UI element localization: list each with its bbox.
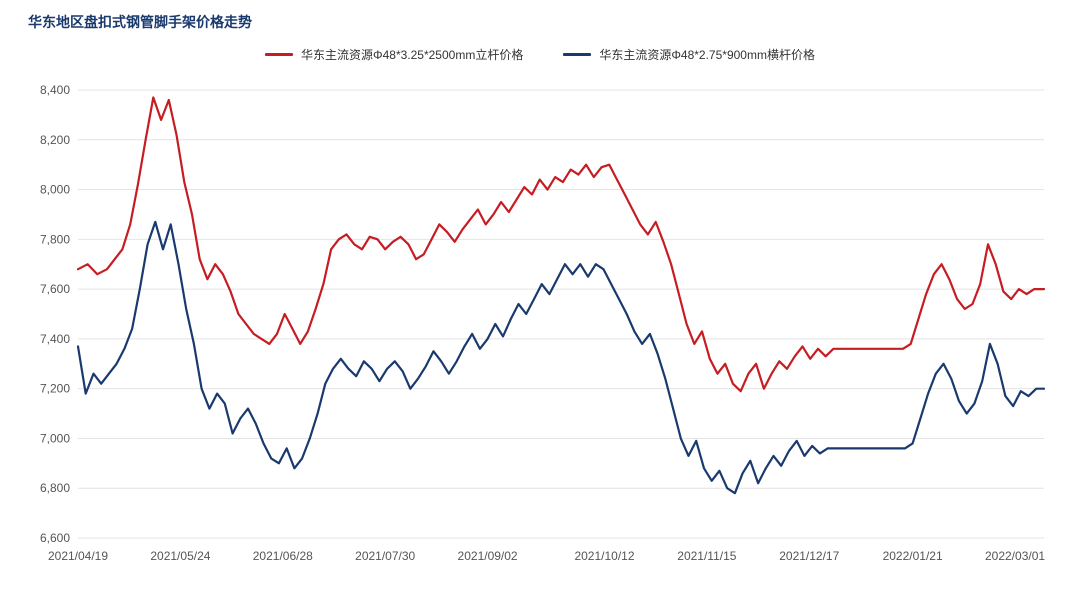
y-tick-label: 6,600	[40, 531, 70, 545]
y-tick-label: 7,200	[40, 382, 70, 396]
y-tick-label: 8,400	[40, 83, 70, 97]
legend-swatch-series2	[563, 53, 591, 56]
y-tick-label: 8,200	[40, 133, 70, 147]
x-tick-label: 2021/07/30	[355, 549, 415, 563]
chart-svg: 6,600 6,800 7,000 7,200 7,400 7,600 7,800 8,000…	[20, 80, 1060, 580]
y-tick-label: 7,600	[40, 282, 70, 296]
x-tick-label: 2022/01/21	[883, 549, 943, 563]
x-tick-label: 2021/06/28	[253, 549, 313, 563]
x-tick-label: 2021/04/19	[48, 549, 108, 563]
x-tick-label: 2021/05/24	[150, 549, 210, 563]
y-tick-label: 7,400	[40, 332, 70, 346]
series-line-series1	[78, 98, 1044, 392]
y-tick-label: 6,800	[40, 481, 70, 495]
x-tick-label: 2021/10/12	[574, 549, 634, 563]
chart-area: 6,600 6,800 7,000 7,200 7,400 7,600 7,800 8,000…	[20, 80, 1060, 580]
y-tick-label: 8,000	[40, 183, 70, 197]
x-tick-label: 2021/11/15	[677, 549, 736, 563]
x-tick-label: 2021/12/17	[779, 549, 839, 563]
series-line-series2	[78, 222, 1044, 493]
legend-item-series2: 华东主流资源Φ48*2.75*900mm横杆价格	[563, 46, 815, 63]
legend-label-series2: 华东主流资源Φ48*2.75*900mm横杆价格	[599, 46, 815, 63]
legend: 华东主流资源Φ48*3.25*2500mm立杆价格 华东主流资源Φ48*2.75…	[0, 46, 1080, 63]
y-tick-label: 7,000	[40, 431, 70, 445]
legend-swatch-series1	[265, 53, 293, 56]
legend-label-series1: 华东主流资源Φ48*3.25*2500mm立杆价格	[301, 46, 523, 63]
y-tick-label: 7,800	[40, 232, 70, 246]
chart-title: 华东地区盘扣式钢管脚手架价格走势	[28, 12, 252, 32]
x-tick-label: 2022/03/01	[985, 549, 1045, 563]
legend-item-series1: 华东主流资源Φ48*3.25*2500mm立杆价格	[265, 46, 523, 63]
x-tick-label: 2021/09/02	[458, 549, 518, 563]
